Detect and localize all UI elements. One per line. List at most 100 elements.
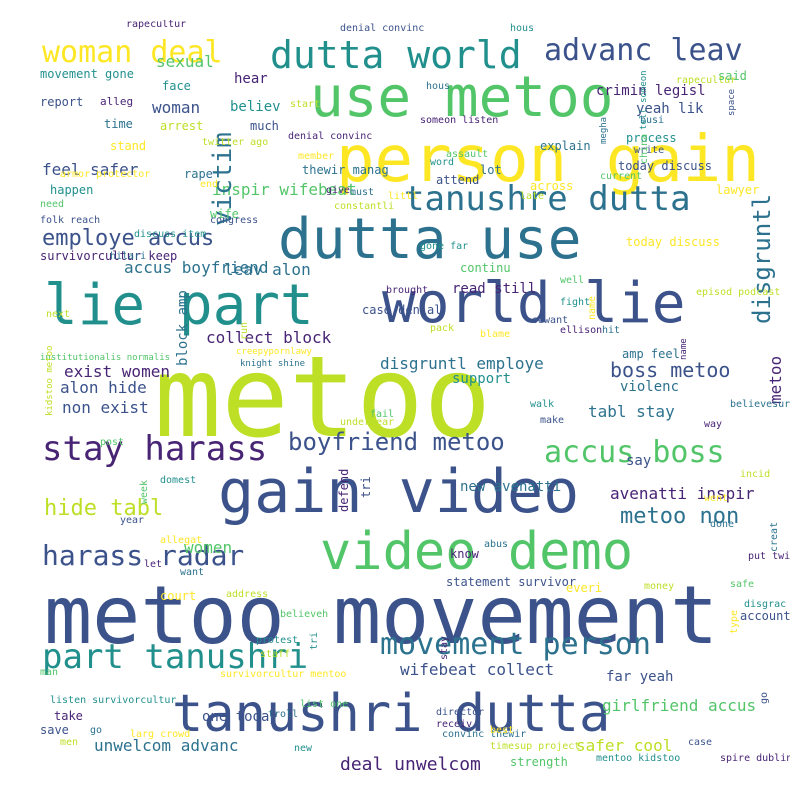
small-word: constantli [334, 201, 395, 212]
small-word: mentoo kidstoo [596, 753, 681, 764]
small-word: staff [260, 649, 291, 660]
small-word: best [490, 725, 515, 736]
small-word: walk [530, 399, 555, 410]
small-word: go [90, 725, 103, 736]
word: avenatti inspir [610, 484, 755, 503]
small-word-vertical: kidstoo metoo [45, 345, 55, 416]
small-word: abus [484, 539, 509, 550]
small-word-vertical: type [729, 609, 740, 634]
small-word: congress [210, 215, 259, 226]
word: women [184, 538, 233, 557]
small-word: movement gone [40, 67, 134, 81]
word: say [626, 453, 652, 469]
small-word: across [530, 179, 574, 193]
small-word: allegat [160, 535, 203, 546]
small-word: troll [268, 709, 299, 720]
word: read still [452, 281, 537, 297]
small-word: give [326, 185, 351, 196]
small-word: littl [388, 191, 419, 202]
small-word: convinc thewir [442, 729, 527, 740]
small-word: believesurvivor [730, 399, 790, 410]
small-word: save [40, 723, 69, 737]
word: dutta world [270, 33, 522, 77]
word: yeah lik [636, 101, 704, 117]
small-word: stand [110, 139, 147, 153]
word: exist women [64, 362, 170, 381]
word: wifebeat collect [400, 660, 555, 679]
small-word: sexual [156, 52, 214, 71]
small-word: spire dublin [720, 753, 790, 764]
small-word: folk reach [40, 215, 101, 226]
small-word: blame [480, 329, 511, 340]
word: violenc [620, 379, 680, 395]
word: employe accus [42, 226, 215, 251]
small-word: men [60, 737, 79, 748]
small-word: hous [426, 81, 451, 92]
small-word: believeh [280, 609, 329, 620]
small-word: episod podcast [696, 287, 781, 298]
small-word-vertical: tri [309, 631, 320, 650]
small-word: happen [50, 183, 94, 197]
word: hide tabl [44, 496, 164, 521]
word: today discuss [618, 159, 712, 173]
small-word: discuss item [134, 229, 207, 240]
small-word: need [40, 199, 65, 210]
small-word: pack [430, 323, 455, 334]
word: harass radar [42, 539, 245, 572]
small-word-vertical: megha [599, 116, 609, 144]
small-word: denial convinc [288, 131, 373, 142]
small-word: next [46, 309, 71, 320]
small-word: start [290, 99, 321, 110]
small-word: address [226, 589, 269, 600]
small-word: hilari [110, 251, 147, 262]
word: gain video [218, 457, 580, 527]
small-word: write [634, 145, 665, 156]
small-word: case denial [362, 303, 442, 317]
small-word: someon listen [420, 115, 499, 126]
word: amp feel [622, 347, 680, 361]
small-word-vertical: name [587, 295, 598, 320]
word-cloud: metoo metoo movement person gain gain vi… [40, 20, 790, 770]
small-word: process [626, 131, 677, 145]
small-word: arrest [160, 119, 204, 133]
word: one today [202, 709, 278, 725]
small-word: must [350, 187, 375, 198]
small-word: safe [730, 579, 755, 590]
small-word-vertical: china [639, 133, 650, 164]
small-word: year [120, 515, 145, 526]
word: metoo [766, 355, 785, 404]
word: far yeah [606, 669, 674, 685]
small-word: rape [184, 167, 213, 181]
small-word: know [450, 547, 479, 561]
small-word: word [430, 157, 455, 168]
word: leav alon [224, 260, 311, 279]
word: dutta use [278, 207, 582, 272]
small-word: time [104, 117, 133, 131]
small-word: way [704, 419, 723, 430]
word: tanushri dutta [172, 684, 611, 744]
word: defend [337, 468, 351, 512]
word: tanushre dutta [404, 179, 691, 219]
small-word: hear [234, 71, 268, 87]
word: collect block [206, 328, 332, 347]
small-word-vertical: tell someon [639, 70, 649, 130]
small-word: thewir manag [302, 163, 389, 177]
small-word-vertical: creat [769, 521, 780, 552]
small-word-vertical: name [679, 338, 689, 360]
small-word: crimin legisl [596, 83, 706, 99]
word: part tanushri [42, 637, 309, 677]
small-word: rapecultur [126, 20, 187, 30]
word: alon hide [60, 378, 147, 397]
word: non exist [62, 398, 149, 417]
small-word: incid [740, 469, 771, 480]
word: boyfriend metoo [288, 428, 505, 456]
small-word: lawyer [716, 183, 760, 197]
word: new avenatti [460, 479, 562, 495]
small-word: account [740, 609, 790, 623]
small-word: money [644, 581, 675, 592]
small-word: make [540, 415, 565, 426]
small-word: case [688, 737, 713, 748]
small-word: rapecultur [676, 75, 737, 86]
word: tabl stay [588, 402, 675, 421]
small-word: survivorcultur keep [40, 249, 178, 263]
